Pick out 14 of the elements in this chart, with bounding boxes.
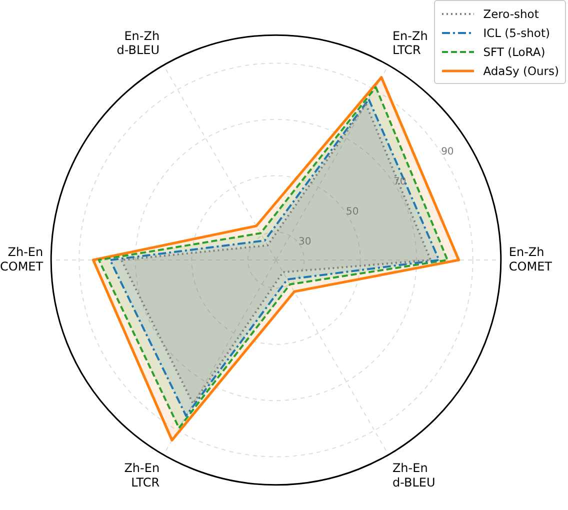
legend-label: AdaSy (Ours) bbox=[483, 64, 559, 78]
spoke-label: En-Zh COMET bbox=[508, 244, 553, 274]
spoke-label: Zh-En d-BLEU bbox=[392, 461, 436, 490]
y-tick-label: 90 bbox=[441, 146, 454, 158]
y-tick-label: 30 bbox=[298, 236, 312, 248]
legend-label: ICL (5-shot) bbox=[483, 26, 550, 40]
y-tick-label: 70 bbox=[394, 176, 406, 188]
spoke-label: Zh-En LTCR bbox=[124, 461, 160, 490]
spoke-label: En-Zh d-BLEU bbox=[116, 28, 160, 58]
spoke-label: En-Zh LTCR bbox=[392, 28, 428, 58]
legend-label: SFT (LoRA) bbox=[483, 44, 546, 58]
y-tick-label: 50 bbox=[346, 206, 359, 218]
legend-label: Zero-shot bbox=[483, 6, 539, 20]
spoke-label: Zh-En COMET bbox=[0, 244, 44, 274]
